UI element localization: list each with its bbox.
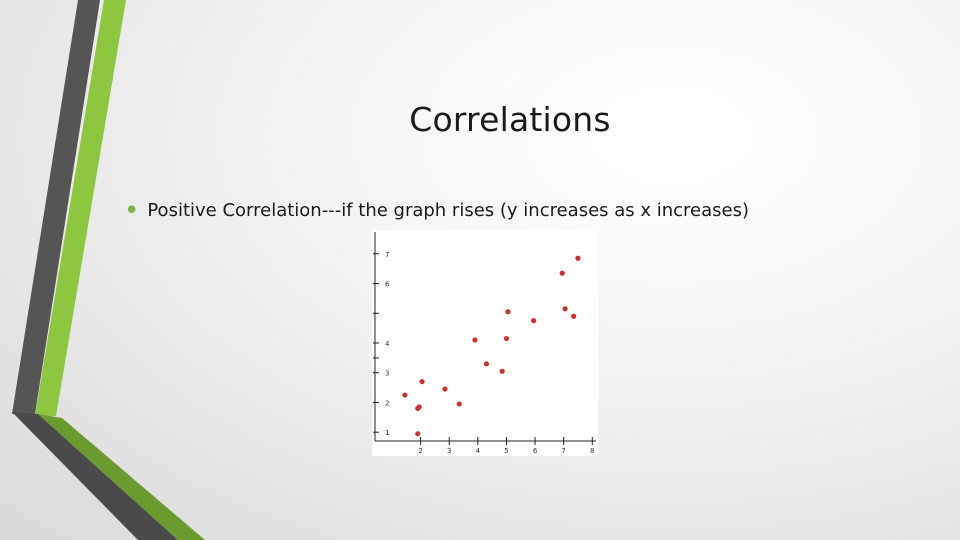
chart-points — [402, 255, 581, 437]
chart-background — [372, 230, 598, 456]
x-tick-label: 8 — [590, 447, 594, 455]
y-tick-label: 6 — [385, 281, 390, 289]
data-point — [472, 337, 478, 343]
green-diagonal-bar — [38, 414, 205, 540]
data-point — [562, 306, 568, 312]
x-tick-label: 5 — [504, 447, 508, 455]
data-point — [503, 335, 510, 342]
x-tick-label: 4 — [476, 447, 481, 455]
data-point — [499, 368, 505, 374]
bullet-item: • Positive Correlation---if the graph ris… — [124, 196, 749, 226]
data-point — [559, 270, 565, 276]
data-point — [483, 361, 490, 367]
data-point — [456, 401, 462, 407]
bullet-dot-icon: • — [124, 196, 140, 226]
x-tick-label: 2 — [418, 447, 422, 455]
bullet-text: Positive Correlation---if the graph rise… — [147, 200, 750, 221]
dark-diagonal-bar — [12, 412, 178, 540]
data-point — [531, 318, 537, 324]
data-point — [419, 379, 425, 385]
data-point — [415, 431, 421, 437]
data-point — [402, 392, 408, 398]
x-tick-label: 7 — [561, 447, 565, 455]
data-point — [505, 309, 511, 315]
y-tick-label: 3 — [385, 370, 389, 378]
y-tick-label: 1 — [385, 429, 389, 437]
data-point — [571, 313, 577, 319]
green-side-bar — [35, 0, 126, 416]
x-tick-label: 3 — [447, 447, 451, 455]
data-point — [416, 404, 422, 410]
scatter-chart: 2 3 4 5 6 7 8 1 2 3 4 6 7 — [372, 230, 598, 456]
slide-title: Correlations — [409, 100, 611, 139]
y-tick-label: 4 — [385, 340, 390, 348]
data-point — [575, 255, 581, 261]
chart-axes: 2 3 4 5 6 7 8 1 2 3 4 6 7 — [373, 232, 596, 455]
data-point — [442, 386, 448, 392]
dark-side-bar — [12, 0, 100, 414]
x-tick-label: 6 — [533, 447, 538, 455]
y-tick-label: 2 — [385, 399, 389, 407]
y-tick-label: 7 — [385, 251, 389, 259]
